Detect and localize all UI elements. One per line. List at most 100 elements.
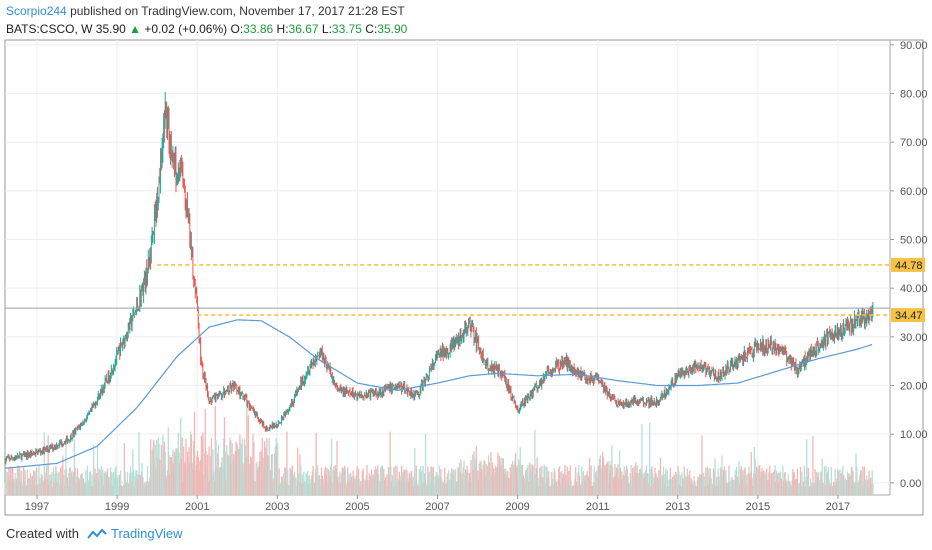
volume-bar-39 [34,485,36,495]
volume-bar-322 [252,433,254,495]
volume-bar-116 [93,477,96,495]
tradingview-logo-icon[interactable] [87,528,107,540]
volume-bar-192 [152,447,154,495]
volume-bar-675 [524,478,526,495]
volume-bar-71 [59,484,61,495]
volume-bar-862 [668,480,670,495]
volume-bar-128 [102,485,105,495]
volume-bar-460 [358,479,360,495]
volume-bar-975 [755,474,757,495]
volume-bar-95 [77,476,79,495]
volume-bar-1028 [796,478,798,495]
volume-bar-577 [448,479,451,495]
volume-bar-671 [521,465,523,495]
volume-bar-143 [114,468,116,495]
volume-bar-794 [615,467,618,495]
volume-bar-635 [493,475,495,495]
tradingview-brand[interactable]: TradingView [110,526,183,541]
volume-bar-1045 [809,486,811,495]
volume-bar-227 [179,462,181,495]
price-chart[interactable]: 44.78 34.47 0.00 10.00 20.00 30.00 40.00 50.00… [0,0,932,520]
volume-bar-841 [652,473,654,495]
volume-bar-503 [391,475,394,495]
volume-bar-295 [231,443,233,495]
volume-bar-905 [701,435,703,495]
volume-bar-830 [643,472,645,495]
volume-bar-1110 [859,474,861,495]
volume-bar-887 [687,474,689,495]
volume-bar-199 [157,437,159,495]
volume-bar-209 [165,475,167,495]
volume-bar-63 [52,467,55,495]
volume-bar-944 [731,476,733,495]
volume-bar-660 [512,464,514,495]
volume-bar-319 [250,456,252,495]
volume-bar-76 [62,474,65,495]
volume-bar-1068 [826,471,829,495]
volume-bar-1024 [792,473,795,495]
volume-bar-380 [297,447,299,495]
volume-bar-250 [196,451,199,495]
volume-bar-494 [384,477,387,495]
volume-bar-589 [457,468,460,495]
volume-bar-373 [291,465,293,495]
volume-bar-1004 [777,483,779,495]
volume-bar-231 [182,481,184,495]
chart-frame [4,39,924,516]
volume-bar-901 [698,477,700,495]
volume-bar-538 [418,469,421,495]
volume-bar-489 [380,466,383,495]
volume-bar-926 [717,468,719,495]
volume-bar-991 [767,479,769,495]
volume-bar-1029 [796,468,799,495]
volume-bar-770 [597,465,599,495]
volume-bar-81 [66,477,69,495]
volume-bar-346 [270,454,273,495]
volume-bar-387 [302,482,304,495]
volume-bar-924 [715,476,718,495]
volume-bar-966 [748,466,750,495]
volume-bar-330 [258,461,260,495]
volume-bar-1088 [842,465,844,495]
volume-bar-1120 [866,479,869,495]
volume-bar-342 [267,456,270,495]
volume-bar-1014 [785,479,787,495]
author-link[interactable]: Scorpio244 [6,4,67,18]
volume-bar-487 [379,484,381,495]
volume-bar-300 [235,441,237,495]
volume-bar-703 [545,466,548,495]
volume-bar-350 [273,453,276,495]
volume-bar-605 [470,460,472,495]
volume-bar-964 [746,485,749,495]
volume-bar-705 [547,478,549,495]
x-tick-label-3: 2003 [265,501,289,513]
change-up-icon: ▲ [129,22,142,36]
level-label-1: 34.47 [895,310,923,322]
volume-bar-313 [245,457,247,495]
volume-bar-123 [99,481,101,495]
volume-bar-226 [178,452,180,495]
volume-bar-156 [124,471,126,495]
volume-bar-93 [76,482,78,495]
volume-bar-764 [592,483,595,495]
volume-bar-742 [575,481,578,495]
volume-bar-318 [249,463,251,495]
volume-bar-1100 [851,467,853,495]
volume-bar-785 [608,473,611,495]
volume-bar-587 [456,481,458,495]
volume-bar-203 [160,444,163,495]
volume-bar-155 [123,443,126,495]
volume-bar-307 [240,444,243,495]
volume-bar-55 [46,479,49,495]
volume-bar-165 [131,472,133,495]
volume-bar-613 [476,473,478,495]
volume-bar-954 [739,484,741,495]
volume-bar-1017 [787,474,789,495]
volume-bar-47 [40,473,42,495]
volume-bar-473 [368,473,370,495]
volume-bar-807 [625,465,628,495]
volume-bar-495 [385,486,387,495]
volume-bar-933 [722,470,725,495]
symbol-legend: BATS:CSCO, W 35.90 ▲ +0.02 (+0.06%) O:33… [6,22,407,36]
volume-bar-365 [285,484,287,495]
